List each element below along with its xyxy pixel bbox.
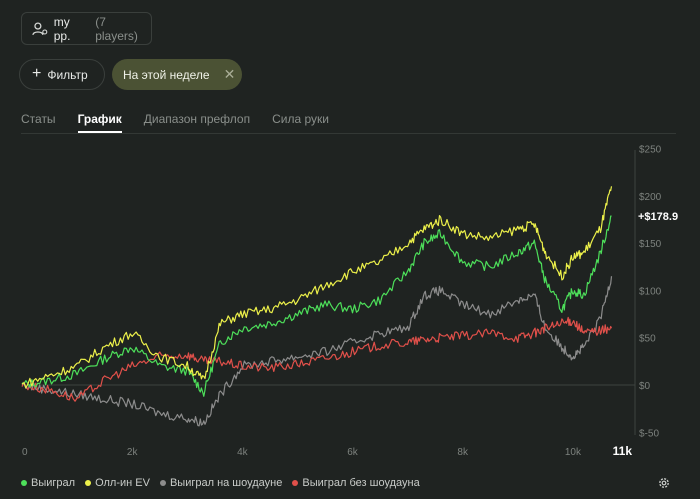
x-tick-label: 4k	[237, 447, 249, 458]
x-tick-label: 6k	[347, 447, 359, 458]
x-tick-label: 10k	[565, 447, 582, 458]
close-icon[interactable]: ✕	[223, 66, 236, 82]
legend-dot-allin-ev	[85, 480, 92, 486]
x-tick-label: 2k	[127, 447, 139, 458]
tab-hand-strength[interactable]: Сила руки	[272, 112, 329, 126]
chip-label: На этой неделе	[123, 67, 210, 82]
legend-dot-won	[21, 480, 27, 486]
tab-bar: Статы График Диапазон префлоп Сила руки	[21, 112, 676, 134]
legend-item-showdown[interactable]: Выиграл на шоудауне	[159, 477, 283, 489]
chart-legend: Выиграл Олл-ин EV Выиграл на шоудауне Вы…	[21, 477, 420, 489]
x-axis-ticks: 0 2k 4k 6k 8k 10k 11k	[22, 444, 632, 458]
y-tick-label: $200	[639, 192, 662, 203]
legend-dot-non-showdown	[292, 480, 299, 486]
y-tick-label: $50	[639, 334, 656, 345]
legend-item-allin-ev[interactable]: Олл-ин EV	[85, 477, 150, 489]
legend-label-won: Выиграл	[31, 477, 76, 489]
tab-preflop-range[interactable]: Диапазон префлоп	[143, 112, 251, 126]
user-settings-icon	[32, 21, 48, 35]
final-value-label: +$178.9	[638, 211, 678, 223]
gear-icon[interactable]	[657, 476, 671, 490]
tab-stats[interactable]: Статы	[21, 112, 56, 126]
y-tick-label: $150	[639, 239, 662, 250]
player-selector-button[interactable]: my pp. (7 players)	[21, 12, 152, 45]
legend-label-allin-ev: Олл-ин EV	[95, 477, 150, 489]
legend-label-showdown: Выиграл на шоудауне	[169, 477, 283, 489]
y-tick-label: $100	[639, 286, 662, 297]
series-line-2	[21, 276, 613, 427]
profit-chart: $250 $200 $150 $100 $50 $0 $-50 0 2k 4k 6k 8k 10k 11…	[21, 145, 678, 458]
y-tick-label: $250	[639, 145, 662, 156]
filter-button[interactable]: + Фильтр	[19, 59, 105, 90]
legend-item-won[interactable]: Выиграл	[21, 477, 75, 489]
series-layer	[21, 186, 613, 427]
legend-dot-showdown	[159, 480, 166, 486]
legend-label-non-showdown: Выиграл без шоудауна	[302, 477, 420, 489]
plus-icon: +	[32, 64, 42, 82]
x-tick-label: 8k	[457, 447, 469, 458]
series-line-1	[21, 186, 613, 389]
y-tick-label: $-50	[639, 428, 659, 439]
tab-graph[interactable]: График	[77, 112, 122, 133]
date-filter-chip[interactable]: На этой неделе ✕	[112, 59, 242, 90]
y-tick-label: $0	[639, 381, 651, 392]
legend-item-non-showdown[interactable]: Выиграл без шоудауна	[292, 477, 420, 489]
x-tick-label: 11k	[613, 444, 633, 458]
filter-label: Фильтр	[47, 67, 88, 82]
series-line-3	[21, 316, 613, 402]
series-line-0	[21, 215, 612, 397]
y-axis-ticks: $250 $200 $150 $100 $50 $0 $-50	[639, 145, 662, 440]
player-name: my pp.	[53, 14, 71, 43]
x-tick-label: 0	[22, 447, 28, 458]
player-count: (7 players)	[95, 14, 138, 43]
